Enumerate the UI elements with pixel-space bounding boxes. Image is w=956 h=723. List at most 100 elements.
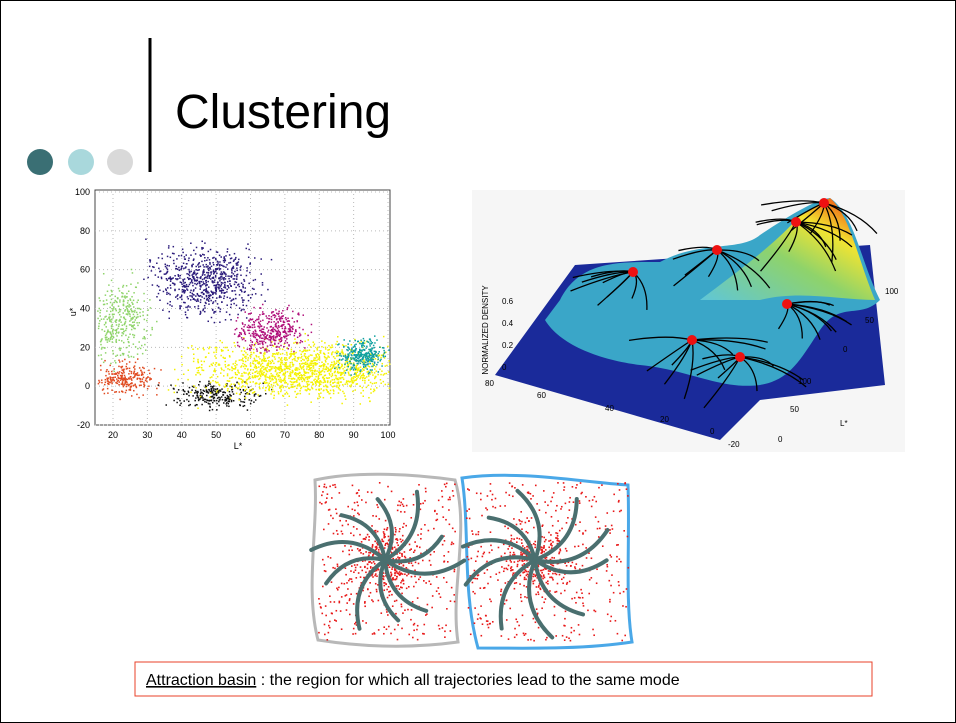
sample-dot xyxy=(509,608,511,610)
sample-dot xyxy=(383,589,385,591)
scatter-dot xyxy=(147,376,149,378)
scatter-dot xyxy=(204,311,206,313)
sample-dot xyxy=(550,540,552,542)
scatter-dot xyxy=(217,376,219,378)
scatter-dot xyxy=(198,370,200,372)
scatter-dot xyxy=(291,351,293,353)
scatter-dot xyxy=(300,374,302,376)
scatter-dot xyxy=(272,375,274,377)
scatter-dot xyxy=(262,313,264,315)
scatter-dot xyxy=(260,364,262,366)
scatter-dot xyxy=(262,366,264,368)
scatter-dot xyxy=(300,366,302,368)
scatter-dot xyxy=(178,389,180,391)
sample-dot xyxy=(383,533,385,535)
scatter-dot xyxy=(374,382,376,384)
scatter-dot xyxy=(327,363,329,365)
scatter-dot xyxy=(314,343,316,345)
scatter-dot xyxy=(183,285,185,287)
sample-dot xyxy=(527,571,529,573)
scatter-dot xyxy=(253,392,255,394)
scatter-dot xyxy=(378,358,380,360)
scatter-dot xyxy=(353,358,355,360)
scatter-dot xyxy=(372,361,374,363)
scatter-dot xyxy=(273,363,275,365)
sample-dot xyxy=(419,547,421,549)
scatter-dot xyxy=(240,359,242,361)
scatter-dot xyxy=(104,347,106,349)
scatter-dot xyxy=(210,249,212,251)
scatter-dot xyxy=(241,297,243,299)
scatter-dot xyxy=(301,351,303,353)
scatter-dot xyxy=(190,271,192,273)
scatter-dot xyxy=(307,360,309,362)
scatter-dot xyxy=(149,266,151,268)
scatter-dot xyxy=(213,385,215,387)
scatter-dot xyxy=(125,392,127,394)
sample-dot xyxy=(609,601,611,603)
scatter-dot xyxy=(236,264,238,266)
scatter-dot xyxy=(356,363,358,365)
scatter-dot xyxy=(188,401,190,403)
x-tick-label: 60 xyxy=(537,391,546,400)
scatter-dot xyxy=(255,279,257,281)
scatter-dot xyxy=(227,395,229,397)
sample-dot xyxy=(395,531,397,533)
scatter-dot xyxy=(127,310,129,312)
scatter-dot xyxy=(332,386,334,388)
scatter-dot xyxy=(235,294,237,296)
scatter-dot xyxy=(234,368,236,370)
scatter-dot xyxy=(285,363,287,365)
sample-dot xyxy=(554,591,556,593)
sample-dot xyxy=(624,482,626,484)
scatter-dot xyxy=(215,276,217,278)
scatter-dot xyxy=(356,375,358,377)
scatter-dot xyxy=(204,401,206,403)
scatter-dot xyxy=(248,399,250,401)
scatter-dot xyxy=(229,369,231,371)
scatter-dot xyxy=(128,345,130,347)
scatter-dot xyxy=(150,260,152,262)
scatter-dot xyxy=(338,379,340,381)
scatter-dot xyxy=(337,336,339,338)
sample-dot xyxy=(534,547,536,549)
scatter-dot xyxy=(218,401,220,403)
scatter-dot xyxy=(179,308,181,310)
scatter-dot xyxy=(156,262,158,264)
scatter-dot xyxy=(100,365,102,367)
scatter-dot xyxy=(235,329,237,331)
scatter-dot xyxy=(216,264,218,266)
sample-dot xyxy=(398,501,400,503)
sample-dot xyxy=(406,588,408,590)
scatter-dot xyxy=(209,406,211,408)
sample-dot xyxy=(374,541,376,543)
scatter-dot xyxy=(262,347,264,349)
scatter-dot xyxy=(308,339,310,341)
scatter-dot xyxy=(237,314,239,316)
scatter-dot xyxy=(223,287,225,289)
scatter-dot xyxy=(329,377,331,379)
scatter-dot xyxy=(371,366,373,368)
scatter-dot xyxy=(111,389,113,391)
sample-dot xyxy=(555,635,557,637)
scatter-dot xyxy=(234,253,236,255)
scatter-dot xyxy=(255,342,257,344)
scatter-dot xyxy=(162,309,164,311)
scatter-dot xyxy=(139,385,141,387)
scatter-dot xyxy=(359,371,361,373)
scatter-dot xyxy=(202,272,204,274)
scatter-dot xyxy=(190,254,192,256)
scatter-dot xyxy=(347,358,349,360)
sample-dot xyxy=(347,524,349,526)
sample-dot xyxy=(451,544,453,546)
scatter-dot xyxy=(244,350,246,352)
sample-dot xyxy=(358,572,360,574)
scatter-dot xyxy=(107,319,109,321)
scatter-dot xyxy=(116,329,118,331)
scatter-dot xyxy=(211,388,213,390)
scatter-dot xyxy=(299,342,301,344)
scatter-dot xyxy=(355,374,357,376)
scatter-dot xyxy=(174,369,176,371)
scatter-dot xyxy=(134,365,136,367)
scatter-dot xyxy=(170,285,172,287)
